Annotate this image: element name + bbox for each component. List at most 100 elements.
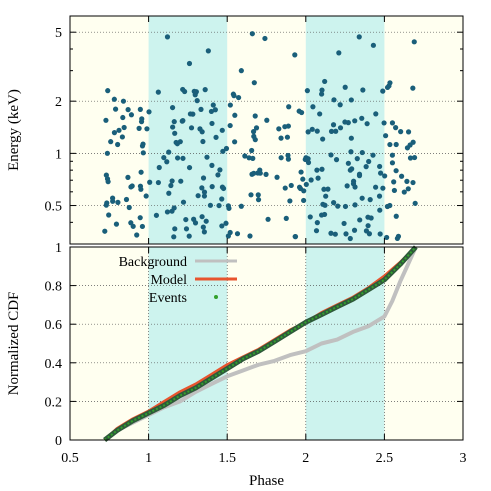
legend-swatch-events [214, 295, 218, 299]
energy-point [319, 166, 325, 172]
energy-point [123, 196, 130, 203]
energy-point [219, 127, 225, 133]
energy-point [238, 68, 244, 74]
bottom-y-tick-label: 0.6 [45, 318, 63, 333]
energy-point [212, 107, 218, 113]
energy-point [387, 202, 393, 209]
energy-point [370, 42, 376, 48]
energy-point [336, 50, 342, 56]
energy-point [325, 186, 331, 192]
energy-point [102, 228, 108, 234]
energy-point [104, 150, 110, 156]
energy-point [116, 127, 122, 133]
energy-point [138, 186, 144, 192]
energy-point [389, 152, 395, 158]
energy-point [342, 203, 349, 210]
energy-point [322, 78, 328, 85]
energy-point [156, 164, 162, 171]
energy-point [249, 31, 255, 37]
energy-point [104, 200, 110, 206]
energy-point [288, 182, 294, 189]
energy-point [105, 179, 111, 185]
energy-point [282, 124, 288, 130]
energy-point [263, 171, 269, 177]
energy-point [389, 160, 396, 166]
energy-point [314, 220, 320, 226]
energy-point [410, 85, 416, 91]
energy-point [264, 117, 270, 123]
energy-point [232, 112, 238, 118]
energy-point [299, 109, 305, 116]
energy-point [382, 173, 388, 179]
energy-point [209, 120, 215, 127]
energy-point [248, 192, 254, 198]
energy-point [175, 155, 181, 161]
energy-point [155, 179, 161, 186]
energy-point [364, 121, 370, 127]
energy-point [128, 184, 134, 190]
energy-point [231, 93, 237, 99]
energy-point [354, 156, 360, 162]
energy-point [323, 193, 329, 199]
energy-point [252, 137, 258, 143]
energy-point [300, 176, 306, 182]
energy-point [348, 149, 354, 155]
energy-point [321, 186, 327, 192]
bottom-x-tick-label: 2 [302, 451, 309, 466]
cdf-panel: 0 0.2 0.4 0.6 0.8 1 0.5 1 1.5 2 2.5 3 Normalized C… [6, 241, 467, 489]
energy-point [249, 147, 255, 154]
energy-point [303, 181, 309, 188]
energy-point [215, 172, 221, 178]
energy-point [110, 198, 116, 204]
legend-label-background: Background [119, 255, 187, 270]
energy-point [238, 203, 244, 209]
energy-point [234, 231, 241, 237]
energy-point [183, 226, 190, 232]
energy-point [352, 202, 358, 208]
energy-point [359, 115, 365, 121]
energy-point [398, 173, 405, 179]
energy-point [398, 129, 404, 135]
energy-point [320, 136, 326, 142]
energy-point [115, 199, 121, 205]
energy-point [203, 218, 209, 224]
energy-point [331, 200, 337, 206]
energy-point [197, 126, 203, 132]
energy-point [407, 142, 413, 148]
energy-point [410, 179, 416, 186]
energy-point [192, 92, 198, 98]
energy-point [201, 189, 208, 195]
energy-point [265, 216, 271, 222]
energy-point [411, 154, 418, 161]
energy-point [169, 104, 176, 111]
energy-point [405, 186, 411, 192]
top-y-ticks: 0.5 1 2 5 [45, 26, 463, 223]
legend-label-events: Events [149, 291, 187, 306]
energy-point [205, 48, 211, 54]
energy-point [253, 125, 260, 131]
energy-point [286, 104, 292, 110]
energy-point [342, 84, 348, 90]
energy-point [164, 159, 170, 165]
energy-point [250, 129, 257, 135]
energy-point [143, 193, 149, 199]
bottom-y-axis-label: Normalized CDF [6, 292, 22, 396]
energy-point [412, 200, 418, 206]
energy-point [219, 223, 225, 229]
energy-point [252, 113, 258, 119]
energy-point [155, 89, 161, 95]
energy-point [180, 155, 186, 161]
energy-point [386, 83, 392, 89]
top-y-tick-label: 5 [55, 26, 62, 41]
energy-point [208, 108, 215, 115]
energy-point [199, 214, 205, 220]
energy-point [276, 126, 282, 132]
energy-point [235, 94, 242, 101]
energy-point [411, 39, 417, 45]
energy-point [302, 156, 308, 163]
energy-point [186, 233, 192, 239]
energy-point [210, 102, 216, 108]
energy-point [147, 179, 153, 185]
energy-point [351, 227, 358, 233]
energy-point [368, 215, 374, 221]
